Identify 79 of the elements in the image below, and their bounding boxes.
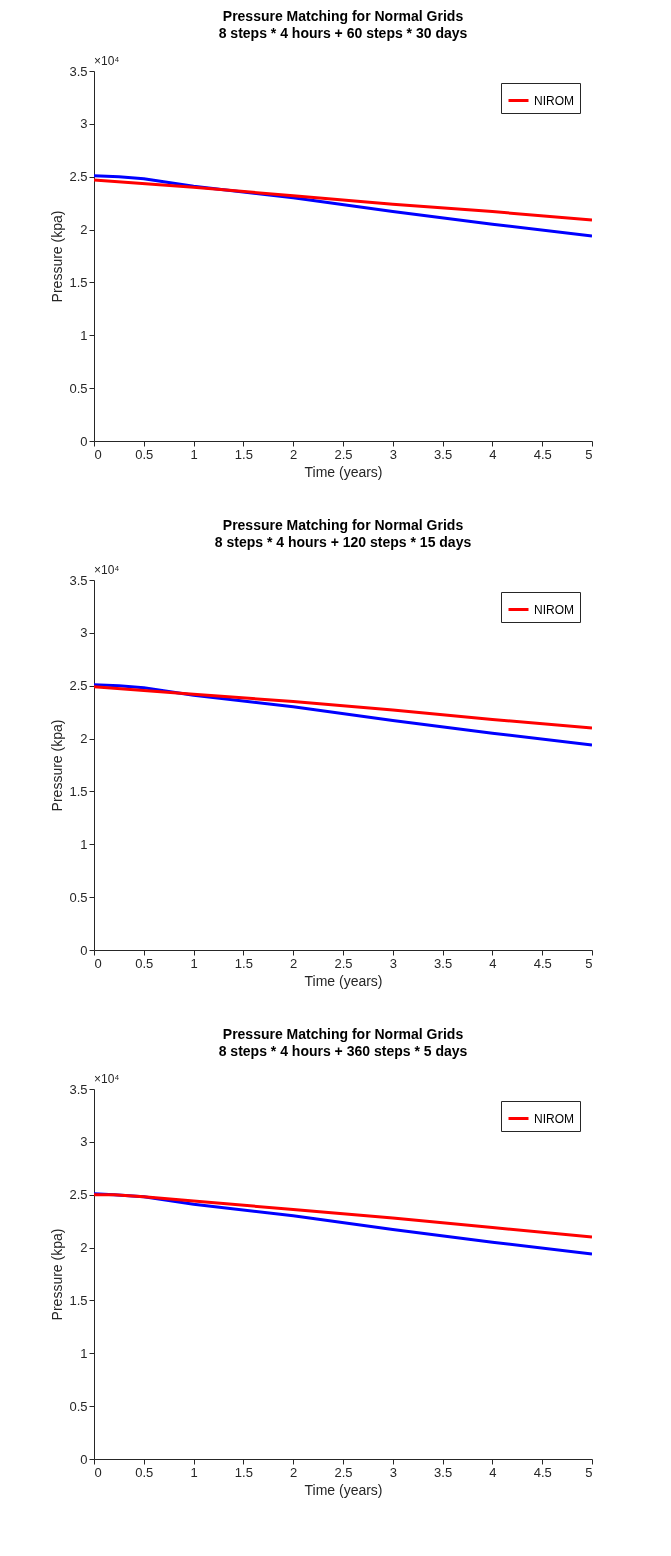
x-tick-label: 0	[94, 955, 102, 971]
y-tick-label: 0	[80, 942, 88, 958]
y-tick-label: 1.5	[69, 783, 88, 799]
y-tick-label: 2.5	[69, 1187, 88, 1203]
x-tick-label: 1.5	[234, 1464, 253, 1480]
y-tick-label: 3	[80, 625, 88, 641]
x-tick-label: 3	[389, 446, 397, 462]
x-tick-label: 4	[489, 955, 497, 971]
y-tick-label: 0.5	[69, 1398, 88, 1414]
x-tick-label: 0.5	[135, 446, 154, 462]
y-tick-label: 2	[80, 222, 88, 238]
y-tick-label: 0	[80, 1451, 88, 1467]
x-tick-label: 0	[94, 1464, 102, 1480]
line-series	[94, 683, 592, 747]
y-tick-label: 3.5	[69, 572, 88, 588]
x-tick-label: 5	[585, 446, 593, 462]
x-tick-label: 3.5	[434, 446, 453, 462]
x-tick-label: 0.5	[135, 1464, 154, 1480]
y-tick-label: 2.5	[69, 169, 88, 185]
x-tick-label: 2.5	[334, 446, 353, 462]
chart-subtitle: 8 steps * 4 hours + 60 steps * 30 days	[218, 25, 468, 41]
line-series	[94, 1193, 592, 1239]
x-axis-title: Time (years)	[304, 1481, 383, 1498]
y-tick-label: 1	[80, 836, 88, 852]
x-tick-label: 4.5	[533, 955, 552, 971]
x-tick-label: 4.5	[533, 1464, 552, 1480]
x-tick-label: 5	[585, 955, 593, 971]
legend-label: NIROM	[534, 93, 574, 108]
x-axis-title: Time (years)	[304, 463, 383, 480]
x-tick-label: 4	[489, 1464, 497, 1480]
y-tick-label: 2	[80, 731, 88, 747]
line-series	[94, 178, 592, 222]
y-tick-label: 3	[80, 116, 88, 132]
x-tick-label: 2.5	[334, 955, 353, 971]
x-tick-label: 2	[290, 955, 298, 971]
x-tick-label: 2	[290, 1464, 298, 1480]
text: ×10⁴	[94, 54, 120, 68]
chart-title: Pressure Matching for Normal Grids	[222, 8, 464, 24]
x-axis-title: Time (years)	[304, 972, 383, 989]
x-tick-label: 1.5	[234, 955, 253, 971]
chart-subtitle: 8 steps * 4 hours + 120 steps * 15 days	[214, 534, 472, 550]
y-axis-title: Pressure (kpa)	[49, 210, 66, 303]
x-tick-label: 3.5	[434, 1464, 453, 1480]
chart-title: Pressure Matching for Normal Grids	[222, 1026, 464, 1042]
legend-label: NIROM	[534, 1111, 574, 1126]
y-tick-label: 1.5	[69, 274, 88, 290]
y-tick-label: 0.5	[69, 380, 88, 396]
y-axis-title: Pressure (kpa)	[49, 1228, 66, 1321]
legend-label: NIROM	[534, 602, 574, 617]
x-tick-label: 2	[290, 446, 298, 462]
y-axis-title: Pressure (kpa)	[49, 719, 66, 812]
x-tick-label: 1	[190, 1464, 198, 1480]
chart-title: Pressure Matching for Normal Grids	[222, 517, 464, 533]
line-series	[94, 685, 592, 730]
x-tick-label: 4.5	[533, 446, 552, 462]
x-tick-label: 1	[190, 955, 198, 971]
chart-subtitle: 8 steps * 4 hours + 360 steps * 5 days	[218, 1043, 468, 1059]
y-tick-label: 2.5	[69, 678, 88, 694]
text: ×10⁴	[94, 1072, 120, 1086]
y-tick-label: 1.5	[69, 1292, 88, 1308]
x-tick-label: 5	[585, 1464, 593, 1480]
y-tick-label: 3	[80, 1134, 88, 1150]
y-tick-label: 0.5	[69, 889, 88, 905]
x-tick-label: 0.5	[135, 955, 154, 971]
y-tick-label: 0	[80, 433, 88, 449]
x-tick-label: 1.5	[234, 446, 253, 462]
x-tick-label: 3.5	[434, 955, 453, 971]
x-tick-label: 1	[190, 446, 198, 462]
y-tick-label: 3.5	[69, 1081, 88, 1097]
x-tick-label: 2.5	[334, 1464, 353, 1480]
y-tick-label: 3.5	[69, 63, 88, 79]
x-tick-label: 0	[94, 446, 102, 462]
x-tick-label: 4	[489, 446, 497, 462]
y-tick-label: 1	[80, 327, 88, 343]
text: ×10⁴	[94, 563, 120, 577]
x-tick-label: 3	[389, 1464, 397, 1480]
y-tick-label: 2	[80, 1240, 88, 1256]
y-tick-label: 1	[80, 1345, 88, 1361]
x-tick-label: 3	[389, 955, 397, 971]
